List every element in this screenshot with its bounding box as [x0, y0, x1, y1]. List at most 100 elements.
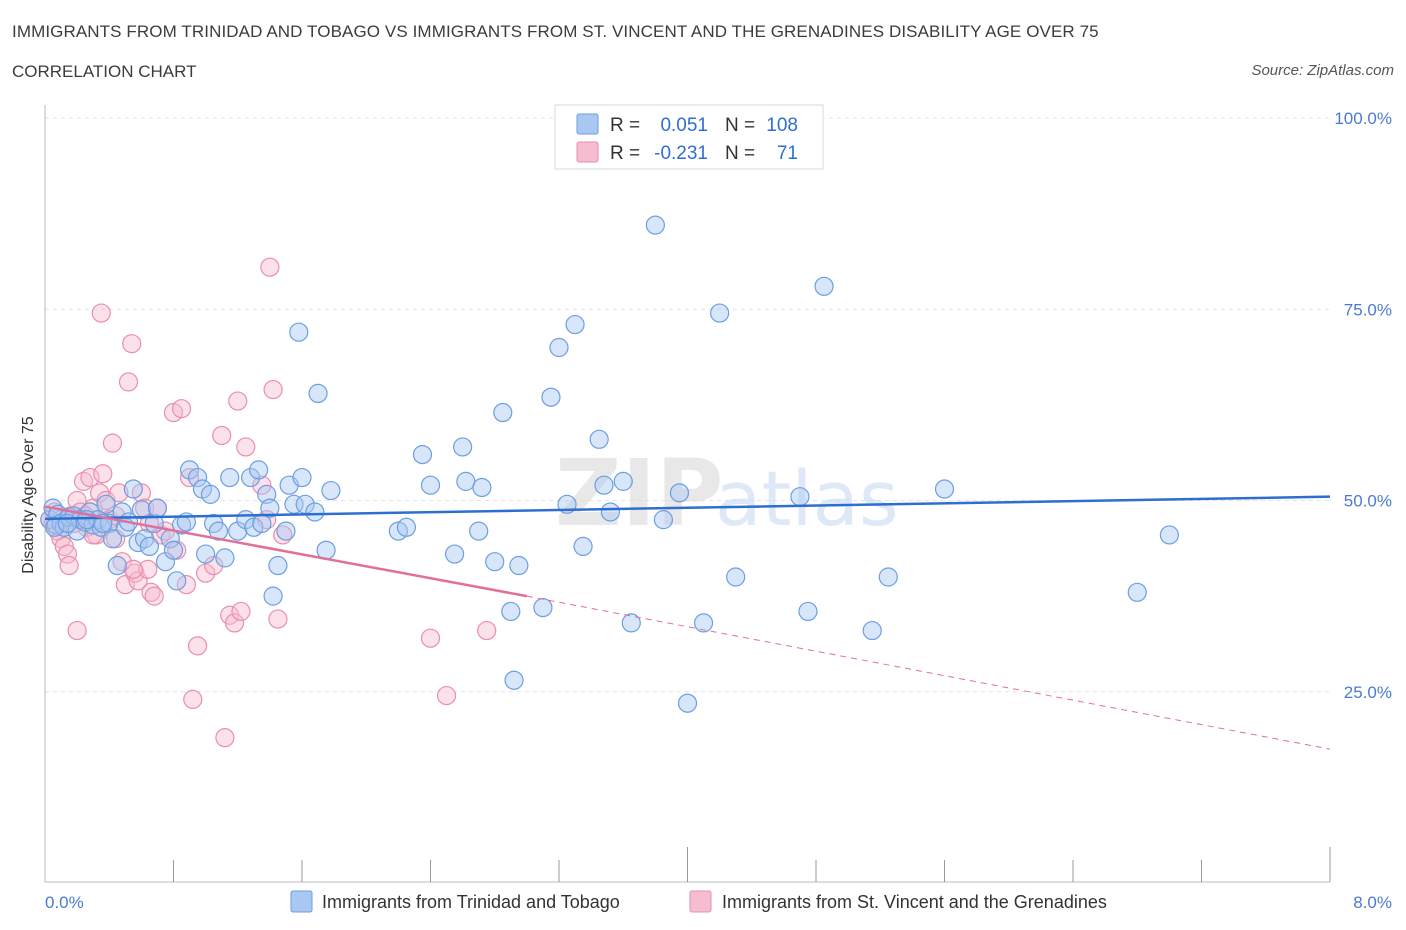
- pink-point-61: [67, 620, 87, 641]
- pink-point-40: [183, 689, 203, 710]
- blue-point-97: [814, 276, 834, 296]
- blue-point-71: [472, 477, 492, 498]
- blue-point-102: [1159, 525, 1179, 545]
- blue-point-89: [653, 510, 674, 530]
- blue-point-81: [565, 314, 585, 335]
- pink-point-15: [90, 483, 110, 503]
- watermark: ZIP atlas: [555, 440, 899, 547]
- blue-point-73: [493, 402, 513, 423]
- blue-point-72: [485, 552, 505, 572]
- blue-point-96: [798, 601, 818, 622]
- pink-point-37: [171, 399, 192, 419]
- legend-swatch-blue: [576, 113, 599, 135]
- pink-point-43: [204, 555, 224, 576]
- blue-point-25: [139, 536, 160, 557]
- pink-point-12: [80, 467, 100, 488]
- bottom-legend-swatch-pink: [689, 890, 712, 913]
- trend-line-pink: [44, 505, 528, 598]
- blue-point-100: [934, 479, 955, 499]
- y-tick-label-25: 25.0%: [1344, 683, 1392, 702]
- y-tick-label-100: 100.0%: [1334, 109, 1392, 128]
- pink-point-24: [118, 372, 139, 392]
- blue-point-47: [249, 460, 269, 480]
- blue-point-53: [276, 521, 296, 541]
- pink-point-21: [109, 483, 129, 503]
- blue-point-59: [305, 502, 325, 522]
- bottom-legend-swatch-blue: [290, 890, 313, 913]
- pink-point-49: [231, 601, 251, 622]
- blue-point-76: [509, 555, 529, 576]
- pink-point-38: [176, 575, 196, 595]
- blue-point-60: [308, 383, 328, 403]
- blue-point-65: [412, 445, 433, 465]
- pink-point-42: [196, 563, 216, 583]
- pink-point-54: [263, 379, 283, 400]
- blue-point-87: [621, 613, 641, 633]
- blue-point-99: [878, 567, 898, 587]
- blue-point-68: [453, 437, 473, 457]
- blue-point-101: [1127, 582, 1147, 602]
- blue-point-82: [573, 536, 593, 557]
- legend-r-label-blue: R =: [610, 115, 640, 136]
- pink-point-39: [179, 467, 200, 488]
- blue-point-45: [241, 467, 261, 488]
- x-tick-label-min: 0.0%: [45, 893, 84, 912]
- blue-point-83: [589, 429, 609, 449]
- x-tick-label-max: 8.0%: [1353, 893, 1392, 912]
- pink-point-32: [144, 586, 164, 606]
- y-tick-labels: 25.0% 50.0% 75.0% 100.0%: [1334, 109, 1392, 702]
- chart-title: IMMIGRANTS FROM TRINIDAD AND TOBAGO VS I…: [12, 22, 1099, 41]
- pink-point-51: [252, 475, 272, 495]
- blue-point-34: [179, 460, 200, 480]
- watermark-atlas: atlas: [715, 454, 899, 543]
- pink-point-48: [228, 391, 248, 411]
- blue-point-57: [292, 467, 312, 488]
- legend-r-label-pink: R =: [610, 143, 640, 164]
- pink-point-50: [236, 437, 256, 457]
- legend-n-label-blue: N =: [725, 115, 755, 136]
- blue-point-28: [155, 552, 176, 572]
- blue-point-50: [260, 498, 280, 518]
- blue-point-92: [693, 613, 714, 633]
- blue-point-77: [533, 597, 553, 618]
- blue-point-35: [187, 467, 208, 488]
- legend-r-value-blue: 0.051: [660, 115, 708, 136]
- blue-point-42: [220, 467, 240, 488]
- blue-point-62: [321, 480, 341, 501]
- blue-point-37: [196, 544, 216, 564]
- blue-point-27: [147, 498, 168, 518]
- blue-point-84: [594, 475, 614, 495]
- pink-point-45: [215, 728, 235, 748]
- blue-point-21: [123, 479, 143, 499]
- trend-line-blue: [44, 495, 1331, 521]
- y-axis-label: Disability Age Over 75: [20, 416, 37, 574]
- blue-point-91: [677, 693, 698, 713]
- y-tick-label-50: 50.0%: [1344, 492, 1392, 511]
- chart-subtitle: CORRELATION CHART: [12, 62, 197, 81]
- pink-point-25: [122, 334, 142, 354]
- blue-point-15: [96, 494, 116, 514]
- blue-point-79: [549, 337, 569, 358]
- blue-point-43: [228, 521, 248, 541]
- blue-point-31: [167, 571, 187, 591]
- blue-point-41: [215, 548, 235, 568]
- blue-point-67: [444, 544, 465, 564]
- series-legend: Immigrants from Trinidad and Tobago Immi…: [290, 890, 1107, 913]
- pink-point-59: [477, 620, 497, 641]
- blue-point-69: [456, 471, 476, 491]
- blue-point-64: [396, 517, 417, 537]
- pink-point-44: [212, 425, 232, 446]
- pink-point-16: [93, 464, 113, 484]
- bottom-legend-label-pink: Immigrants from St. Vincent and the Gren…: [722, 892, 1107, 912]
- legend-r-value-pink: -0.231: [654, 143, 708, 164]
- blue-point-94: [726, 567, 746, 587]
- legend-n-value-blue: 108: [766, 115, 798, 136]
- blue-point-88: [645, 215, 665, 235]
- blue-point-23: [131, 500, 151, 520]
- pink-point-57: [420, 628, 441, 648]
- pink-point-47: [224, 613, 245, 633]
- blue-point-95: [790, 487, 810, 507]
- pink-point-62: [59, 555, 79, 576]
- pink-point-55: [268, 609, 288, 629]
